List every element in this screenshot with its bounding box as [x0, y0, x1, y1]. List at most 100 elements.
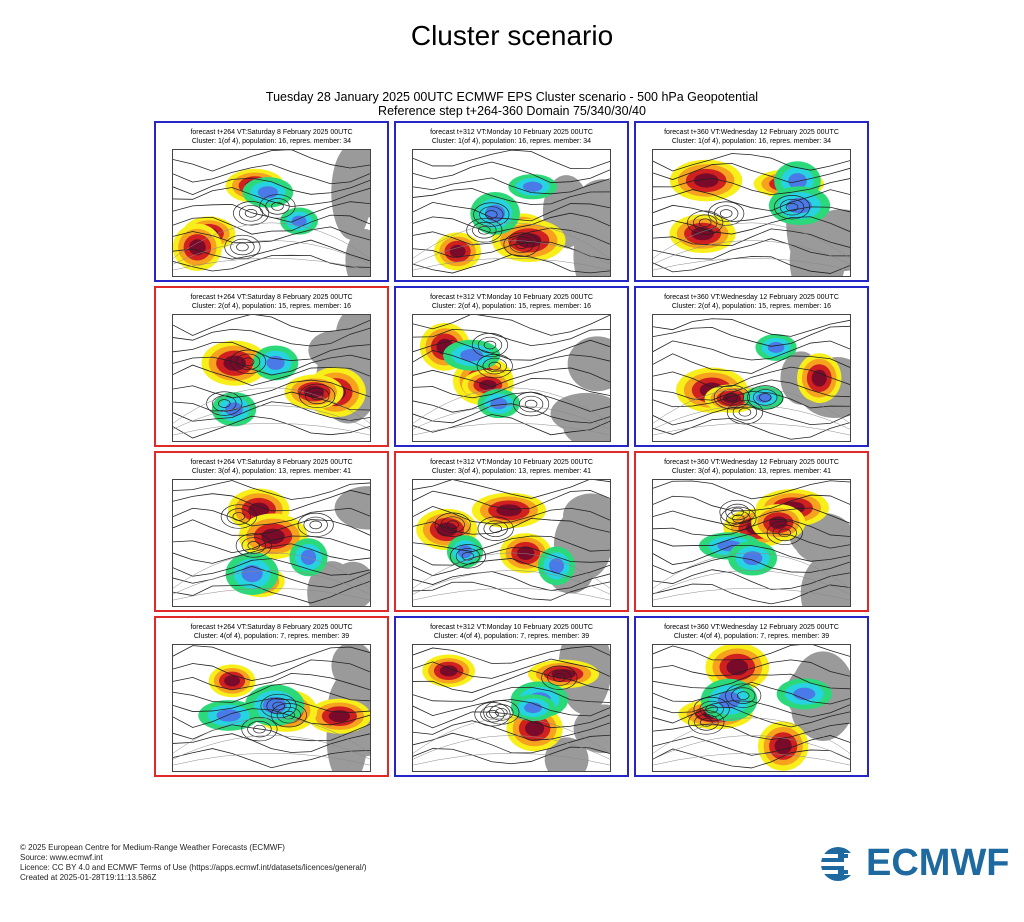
latitude-gridline: [653, 588, 850, 601]
land-shading: [544, 737, 589, 771]
anomaly-map-graphic: [653, 150, 850, 276]
geopotential-contour: [413, 686, 610, 703]
latitude-gridline: [413, 735, 610, 760]
latitude-gridline: [653, 258, 850, 271]
anomaly-map-graphic: [173, 315, 370, 441]
closed-contour: [726, 510, 751, 528]
geopotential-contour: [413, 732, 610, 754]
anomaly-map-graphic: [653, 315, 850, 441]
panel-forecast-caption: forecast t+264 VT:Saturday 8 February 20…: [190, 294, 353, 301]
closed-contour: [705, 704, 718, 714]
closed-contour: [230, 238, 255, 256]
closed-contour: [473, 202, 510, 227]
closed-contour: [232, 512, 246, 521]
anomaly-map: [412, 314, 611, 442]
footer-created: Created at 2025-01-28T19:11:13.586Z: [20, 873, 157, 882]
closed-contour: [247, 720, 272, 738]
closed-contour: [440, 516, 465, 533]
closed-contour: [518, 395, 544, 413]
positive-anomaly-blob: [188, 239, 206, 256]
closed-contour: [738, 407, 752, 417]
negative-anomaly-blob: [257, 186, 278, 199]
panel-forecast-caption: forecast t+360 VT:Wednesday 12 February …: [664, 459, 839, 466]
closed-contour: [714, 205, 739, 222]
closed-contour: [226, 508, 251, 525]
positive-anomaly-blob: [551, 669, 576, 679]
chart-header-line1: Tuesday 28 January 2025 00UTC ECMWF EPS …: [265, 90, 759, 104]
geopotential-contour: [653, 417, 850, 440]
positive-anomaly-blob: [479, 379, 497, 391]
land-shading: [308, 330, 363, 370]
panel-cluster-caption: Cluster: 1(of 4), population: 16, repres…: [671, 138, 832, 145]
land-shading: [331, 150, 370, 240]
closed-contour: [247, 541, 261, 550]
latitude-gridline: [413, 717, 610, 754]
latitude-gridline: [653, 717, 850, 754]
panel-forecast-caption: forecast t+312 VT:Monday 10 February 202…: [430, 459, 593, 466]
geopotential-contour: [413, 177, 610, 195]
geopotential-contour: [173, 733, 370, 753]
geopotential-contour: [653, 722, 850, 740]
closed-contour: [230, 349, 267, 374]
geopotential-contour: [653, 204, 850, 223]
panel-cluster-caption: Cluster: 3(of 4), population: 13, repres…: [191, 468, 352, 475]
land-shading: [800, 551, 850, 606]
latitude-gridline: [653, 423, 850, 436]
cluster-panel: forecast t+360 VT:Wednesday 12 February …: [634, 451, 869, 612]
closed-contour: [235, 353, 261, 371]
closed-contour: [461, 552, 475, 561]
closed-contour: [309, 520, 322, 530]
latitude-gridline: [413, 258, 610, 271]
geopotential-contour: [413, 670, 610, 693]
geopotential-contour: [413, 505, 610, 525]
panel-cluster-caption: Cluster: 3(of 4), population: 13, repres…: [431, 468, 592, 475]
geopotential-contour: [413, 581, 610, 601]
geopotential-contour: [413, 571, 610, 591]
geopotential-contour: [653, 256, 850, 274]
closed-contour: [483, 340, 497, 350]
cluster-panel: forecast t+264 VT:Saturday 8 February 20…: [154, 121, 389, 282]
positive-anomaly-blob: [303, 385, 325, 398]
geopotential-contour: [653, 153, 850, 172]
anomaly-map: [172, 644, 371, 772]
positive-anomaly-blob: [516, 233, 542, 248]
closed-contour: [233, 201, 270, 226]
anomaly-map-graphic: [413, 150, 610, 276]
closed-contour: [235, 533, 272, 558]
geopotential-contour: [413, 161, 610, 184]
negative-anomaly-blob: [793, 687, 816, 701]
geopotential-contour: [173, 566, 370, 588]
footer-copyright: © 2025 European Centre for Medium-Range …: [20, 843, 285, 852]
geopotential-contour: [173, 226, 370, 243]
closed-contour: [731, 687, 756, 704]
geopotential-contour: [173, 327, 370, 347]
latitude-gridline: [173, 222, 370, 259]
anomaly-map-graphic: [173, 150, 370, 276]
latitude-gridline: [413, 570, 610, 595]
closed-contour: [303, 516, 328, 534]
geopotential-contour: [413, 227, 610, 246]
geopotential-contour: [413, 403, 610, 424]
geopotential-contour: [653, 379, 850, 401]
geopotential-contour: [413, 378, 610, 399]
geopotential-contour: [653, 228, 850, 248]
geopotential-contour: [653, 353, 850, 374]
panel-cluster-caption: Cluster: 2(of 4), population: 15, repres…: [191, 303, 352, 310]
geopotential-contour: [173, 480, 370, 500]
closed-contour: [495, 708, 508, 717]
panel-cluster-caption: Cluster: 4(of 4), population: 7, repres.…: [193, 633, 350, 640]
geopotential-contour: [173, 239, 370, 262]
anomaly-map-graphic: [413, 315, 610, 441]
closed-contour: [483, 520, 508, 537]
closed-contour: [236, 242, 249, 252]
closed-contour: [241, 357, 255, 367]
panel-forecast-caption: forecast t+360 VT:Wednesday 12 February …: [664, 624, 839, 631]
closed-contour: [758, 393, 772, 402]
geopotential-contour: [173, 558, 370, 577]
latitude-gridline: [653, 240, 850, 265]
anomaly-map: [652, 149, 851, 277]
latitude-gridline: [413, 423, 610, 436]
land-shading: [334, 486, 370, 530]
latitude-gridline: [173, 423, 370, 436]
negative-anomaly-blob: [522, 181, 543, 192]
